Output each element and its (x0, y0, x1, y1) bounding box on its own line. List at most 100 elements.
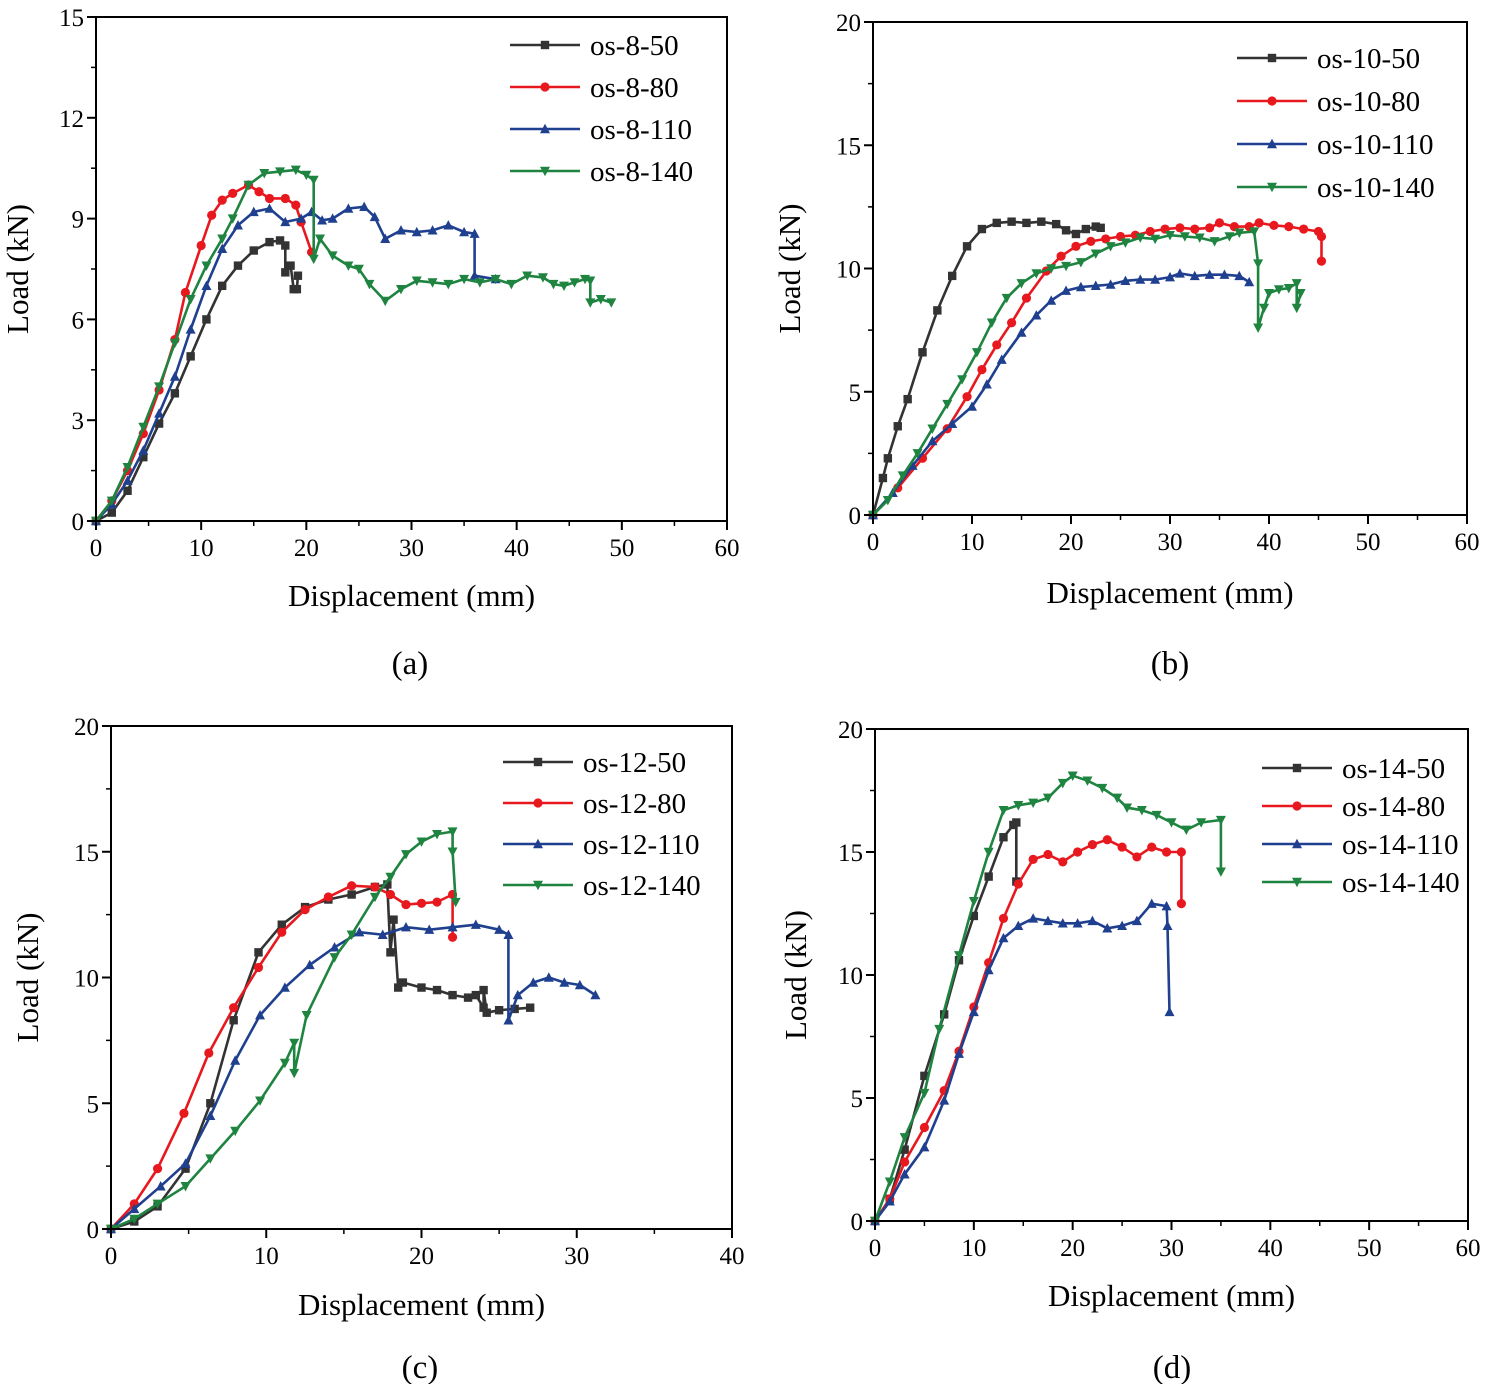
data-point (290, 165, 301, 176)
data-point (249, 246, 258, 255)
data-point (954, 951, 965, 961)
data-point (1013, 920, 1024, 930)
data-point (306, 206, 317, 217)
data-point (1176, 847, 1186, 857)
x-tick-label: 30 (1159, 1235, 1184, 1262)
series-os-10-110 (868, 268, 1255, 520)
legend: os-14-50 os-14-80 os-14-110 os-14-140 (1262, 753, 1460, 899)
data-point (899, 1169, 910, 1179)
data-point (479, 985, 488, 995)
data-point (933, 306, 942, 315)
x-tick-label: 10 (254, 1243, 279, 1270)
legend-label: os-14-140 (1342, 867, 1460, 899)
legend: os-10-50 os-10-80 os-10-110 os-10-140 (1237, 43, 1435, 204)
data-point (359, 201, 370, 212)
data-point (185, 295, 196, 305)
data-point (1086, 236, 1096, 246)
series-line (110, 884, 454, 1230)
data-point (354, 927, 365, 937)
data-point (275, 236, 285, 245)
x-tick-label: 10 (961, 1235, 986, 1262)
data-point (992, 218, 1001, 228)
legend-label: os-8-50 (590, 30, 679, 62)
data-point (255, 1010, 266, 1020)
y-axis-title: Load (kN) (10, 913, 45, 1043)
data-point (380, 296, 391, 307)
legend-marker (1292, 877, 1302, 888)
data-point (900, 1157, 910, 1167)
legend-marker (540, 166, 550, 177)
series-line (873, 902, 1171, 1222)
series-os-14-140 (870, 771, 1226, 1227)
data-point (512, 989, 523, 1000)
data-point (289, 1038, 300, 1049)
series-line (872, 230, 1302, 516)
data-point (347, 881, 357, 891)
data-point (459, 274, 470, 285)
y-tick-label: 10 (836, 257, 861, 284)
legend-label: os-14-110 (1342, 829, 1459, 861)
data-point (217, 243, 228, 254)
data-point (981, 379, 992, 389)
data-point (1204, 269, 1215, 279)
x-tick-label: 30 (564, 1243, 589, 1270)
data-point (590, 989, 601, 1000)
x-tick-label: 0 (105, 1243, 118, 1270)
data-point (308, 254, 319, 265)
data-point (1031, 269, 1042, 279)
data-point (347, 890, 356, 899)
y-tick-label: 0 (851, 1209, 864, 1236)
data-point (1162, 920, 1173, 930)
data-point (259, 169, 270, 179)
legend-marker (1292, 763, 1302, 773)
data-point (1161, 900, 1172, 911)
data-point (1071, 229, 1081, 239)
data-point (494, 924, 505, 934)
y-tick-label: 0 (849, 503, 862, 530)
y-tick-label: 0 (87, 1217, 100, 1244)
legend-item: os-14-50 (1262, 753, 1445, 785)
data-point (1135, 233, 1146, 243)
panel-caption: (c) (402, 1350, 439, 1384)
data-point (1150, 274, 1161, 284)
data-point (1102, 835, 1112, 845)
data-point (385, 872, 396, 883)
data-point (1101, 234, 1111, 244)
x-tick-label: 0 (869, 1235, 882, 1262)
data-point (559, 977, 570, 987)
panel-c: (c) 0 10 20 30 40 0 5 10 15 20 Displacement (mm) Lo… (10, 714, 745, 1384)
data-point (427, 278, 438, 288)
y-tick-label: 5 (851, 1086, 864, 1113)
legend-marker (1292, 838, 1302, 849)
data-point (983, 847, 994, 858)
data-point (369, 892, 380, 903)
legend-item: os-8-50 (510, 30, 679, 62)
data-point (1057, 778, 1068, 789)
legend-item: os-12-80 (503, 788, 686, 820)
x-axis-title: Displacement (mm) (1046, 575, 1293, 610)
data-point (443, 279, 454, 290)
data-point (999, 833, 1008, 842)
data-point (353, 264, 364, 275)
data-point (181, 1164, 190, 1173)
data-point (1001, 293, 1012, 304)
data-point (1090, 280, 1101, 290)
data-point (107, 508, 116, 517)
legend-item: os-14-110 (1262, 829, 1459, 861)
data-point (281, 241, 290, 250)
data-point (180, 1182, 191, 1192)
data-point (1244, 276, 1255, 287)
data-point (400, 850, 411, 860)
data-point (1214, 218, 1225, 228)
series-line (873, 838, 1183, 1222)
data-point (432, 829, 443, 840)
x-axis-title: Displacement (mm) (298, 1287, 545, 1322)
x-tick-label: 50 (609, 535, 634, 562)
data-point (1016, 327, 1027, 337)
data-point (912, 449, 923, 459)
data-point (389, 915, 398, 924)
data-point (1131, 915, 1142, 926)
legend-marker (533, 838, 543, 849)
data-point (471, 990, 481, 1000)
data-point (1174, 268, 1185, 278)
